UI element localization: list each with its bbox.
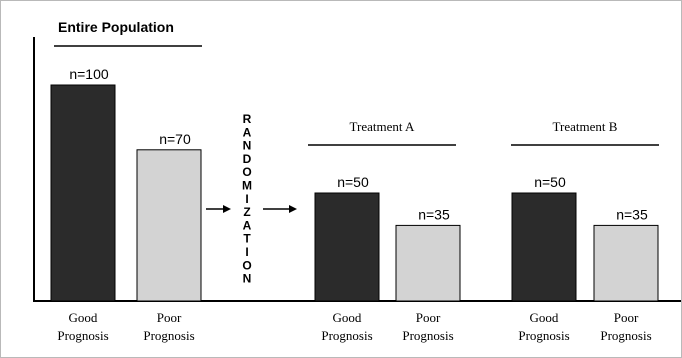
- labels-layer: n=100 Good Prognosis n=70 Poor Prognosis n=50 G…: [57, 66, 651, 343]
- category-label: Good Prognosis: [321, 310, 372, 343]
- poor-prognosis-bar: [395, 224, 461, 302]
- arrow-head-icon: [289, 205, 297, 213]
- bar-count-label: n=50: [534, 174, 566, 190]
- group-title: Entire Population: [58, 19, 174, 35]
- category-label: Poor Prognosis: [402, 310, 453, 343]
- category-label: Poor Prognosis: [600, 310, 651, 343]
- arrow-head-icon: [223, 205, 231, 213]
- poor-prognosis-bar: [136, 149, 202, 302]
- good-prognosis-bar: [511, 192, 577, 302]
- titles-layer: Entire Population Treatment A Treatment B: [54, 19, 659, 146]
- category-label: Poor Prognosis: [143, 310, 194, 343]
- bars-layer: [50, 84, 659, 302]
- group-title: Treatment A: [350, 119, 415, 134]
- poor-prognosis-bar: [593, 224, 659, 302]
- bar-count-label: n=35: [616, 206, 648, 222]
- category-label: Good Prognosis: [57, 310, 108, 343]
- group-title: Treatment B: [553, 119, 618, 134]
- bar-count-label: n=50: [337, 174, 369, 190]
- bar-count-label: n=100: [69, 66, 109, 82]
- good-prognosis-bar: [50, 84, 116, 302]
- bar-count-label: n=70: [159, 131, 191, 147]
- category-label: Good Prognosis: [518, 310, 569, 343]
- good-prognosis-bar: [314, 192, 380, 302]
- bar-count-label: n=35: [418, 206, 450, 222]
